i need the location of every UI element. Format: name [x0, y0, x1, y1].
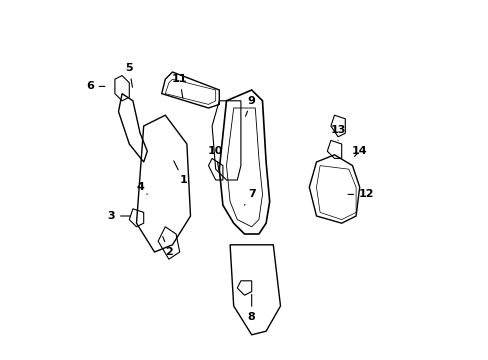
- Text: 9: 9: [245, 96, 255, 116]
- Text: 3: 3: [107, 211, 130, 221]
- Text: 8: 8: [247, 294, 255, 322]
- Text: 10: 10: [207, 146, 223, 170]
- Text: 5: 5: [125, 63, 133, 87]
- Text: 12: 12: [347, 189, 374, 199]
- Text: 11: 11: [172, 74, 187, 98]
- Text: 14: 14: [351, 146, 367, 157]
- Text: 4: 4: [136, 182, 147, 194]
- Text: 6: 6: [85, 81, 105, 91]
- Text: 2: 2: [163, 237, 172, 257]
- Text: 7: 7: [244, 189, 255, 205]
- Text: 1: 1: [173, 161, 187, 185]
- Text: 13: 13: [330, 125, 345, 140]
